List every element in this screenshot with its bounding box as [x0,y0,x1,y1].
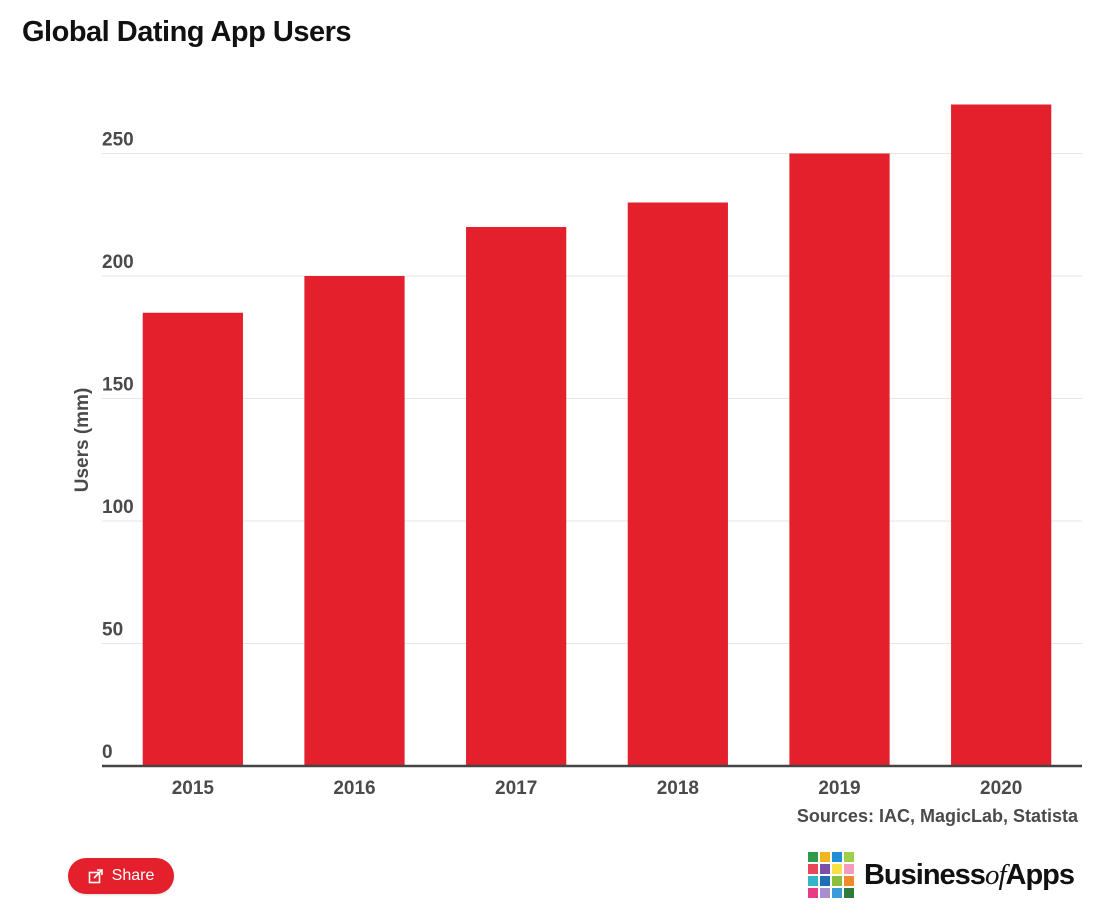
y-axis-title: Users (mm) [72,388,93,493]
share-button[interactable]: Share [68,858,174,894]
logo-tile [819,876,830,886]
logo-tile [819,888,830,898]
logo-tile [831,876,842,886]
share-icon [88,869,103,884]
chart-title: Global Dating App Users [22,16,352,48]
logo-word-business: Business [863,858,986,891]
logo-tile [843,852,854,862]
logo-word-of: of [984,858,1007,891]
logo-tile [807,888,818,898]
bar-2020 [951,104,1052,766]
x-tick-label-2016: 2016 [333,778,375,799]
bar-2016 [304,276,405,766]
y-tick-label-50: 50 [102,620,123,641]
gridlines [102,153,1082,644]
businessofapps-logo: BusinessofApps [807,852,1075,898]
bar-2019 [789,153,890,766]
y-tick-label-150: 150 [102,375,134,396]
x-tick-label-2018: 2018 [657,778,699,799]
logo-tile [819,864,830,874]
y-tick-label-0: 0 [102,742,113,763]
source-note: Sources: IAC, MagicLab, Statista [796,806,1078,826]
logo-tile [807,876,818,886]
logo-tile [831,864,842,874]
logo-tile [831,888,842,898]
logo-grid-icon [807,852,854,898]
x-tick-label-2020: 2020 [980,778,1022,799]
logo-tile [843,888,854,898]
logo-tile [807,864,818,874]
y-tick-label-200: 200 [102,252,134,273]
logo-tile [843,876,854,886]
axes: 0 50 100 150 200 250 2015 2016 2017 2018 2019 2020 [102,130,1082,799]
bar-2015 [142,312,243,766]
y-tick-label-100: 100 [102,497,134,518]
y-tick-label-250: 250 [102,130,134,151]
logo-wordmark: BusinessofApps [863,858,1075,892]
logo-word-apps: Apps [1005,858,1075,891]
logo-tile [831,852,842,862]
bar-2018 [627,202,728,766]
x-tick-label-2019: 2019 [818,778,860,799]
share-label: Share [111,867,155,884]
x-tick-label-2015: 2015 [172,778,215,799]
x-tick-label-2017: 2017 [495,778,537,799]
bars [142,104,1052,766]
logo-tile [819,852,830,862]
logo-tile [843,864,854,874]
logo-tile [807,852,818,862]
bar-2017 [466,227,567,766]
